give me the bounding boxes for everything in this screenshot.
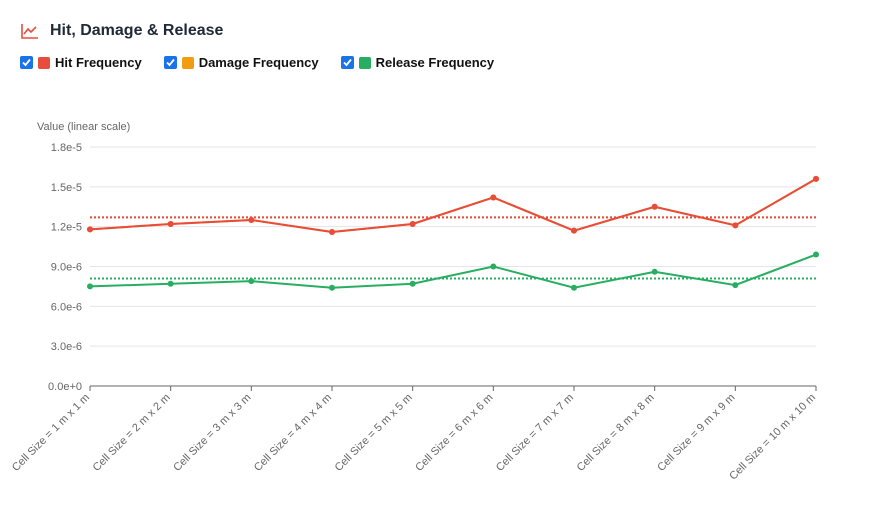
x-tick-label: Cell Size = 6 m x 6 m xyxy=(413,392,495,474)
x-tick-label: Cell Size = 5 m x 5 m xyxy=(333,392,415,474)
hit-frequency-point xyxy=(490,194,497,201)
hit-frequency-point xyxy=(329,228,335,235)
legend-label: Release Frequency xyxy=(375,55,495,70)
release-frequency-point xyxy=(167,280,174,287)
y-tick-label: 9.0e-6 xyxy=(51,262,82,274)
release-frequency-point xyxy=(490,263,497,270)
checkbox-damage[interactable] xyxy=(163,56,177,69)
hit-frequency-point xyxy=(651,203,658,210)
legend-swatch-damage xyxy=(181,56,194,69)
legend-item-damage[interactable]: Damage Frequency xyxy=(163,55,319,70)
hit-frequency-point xyxy=(409,221,416,228)
release-frequency-point xyxy=(409,280,416,287)
legend-label: Damage Frequency xyxy=(198,55,319,70)
release-frequency-point xyxy=(329,284,335,291)
hit-frequency-point xyxy=(571,227,577,234)
y-tick-label: 6.0e-6 xyxy=(51,301,82,313)
hit-frequency-point xyxy=(87,226,93,233)
hit-frequency-point xyxy=(813,175,819,182)
legend-label: Hit Frequency xyxy=(55,55,142,70)
legend-swatch-release xyxy=(358,56,371,69)
release-frequency-point xyxy=(651,268,658,275)
legend-swatch-hit xyxy=(38,56,50,69)
y-axis-label: Value (linear scale) xyxy=(37,121,130,133)
x-tick-label: Cell Size = 7 m x 7 m xyxy=(494,392,576,474)
release-frequency-point xyxy=(87,283,93,290)
y-tick-label: 1.8e-5 xyxy=(51,142,82,154)
chart-title: Hit, Damage & Release xyxy=(50,22,224,39)
x-tick-label: Cell Size = 8 m x 8 m xyxy=(575,392,657,474)
chart-header: Hit, Damage & Release xyxy=(20,22,223,40)
x-tick-label: Cell Size = 4 m x 4 m xyxy=(252,392,334,474)
x-tick-label: Cell Size = 3 m x 3 m xyxy=(171,392,253,474)
legend: Hit Frequency Damage Frequency Release F… xyxy=(20,55,494,70)
check-icon xyxy=(22,58,31,67)
legend-item-hit[interactable]: Hit Frequency xyxy=(20,55,142,70)
hit-frequency-point xyxy=(732,222,739,229)
release-frequency-point xyxy=(571,284,577,291)
y-tick-label: 1.2e-5 xyxy=(51,222,82,234)
release-frequency-line xyxy=(89,253,817,289)
y-tick-label: 3.0e-6 xyxy=(51,341,82,353)
release-frequency-point xyxy=(813,251,819,258)
x-tick-label: Cell Size = 2 m x 2 m xyxy=(91,392,173,474)
checkbox-hit[interactable] xyxy=(20,56,33,69)
checkbox-release[interactable] xyxy=(340,56,354,69)
hit-frequency-point xyxy=(167,221,174,228)
legend-item-release[interactable]: Release Frequency xyxy=(340,55,495,70)
x-tick-label: Cell Size = 1 m x 1 m xyxy=(10,392,92,474)
check-icon xyxy=(166,58,175,67)
x-tick-label: Cell Size = 10 m x 10 m xyxy=(727,392,818,483)
x-tick-label: Cell Size = 9 m x 9 m xyxy=(655,392,737,474)
release-frequency-point xyxy=(732,282,739,289)
y-tick-label: 0.0e+0 xyxy=(48,381,82,393)
check-icon xyxy=(342,58,352,67)
hit-frequency-line xyxy=(89,178,817,233)
hit-frequency-point xyxy=(248,217,255,224)
y-tick-label: 1.5e-5 xyxy=(51,182,82,194)
line-chart-icon xyxy=(21,24,38,39)
release-frequency-point xyxy=(248,278,255,285)
